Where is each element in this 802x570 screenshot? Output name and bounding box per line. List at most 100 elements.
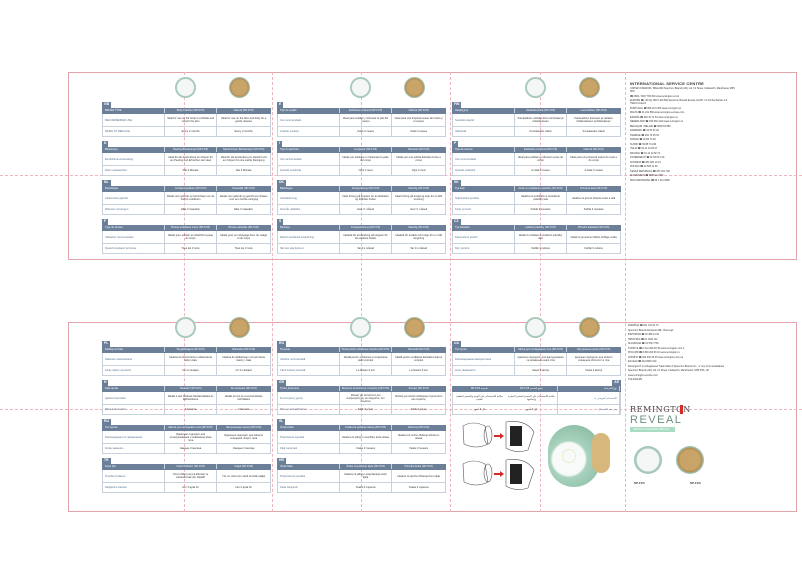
service-contact-line: SLOVENIJA ☎ 01 530 7760 bbox=[628, 342, 659, 345]
cell-value: Idéale pour exfolier et rafraîchir la pe… bbox=[165, 231, 218, 243]
cell-value: Ideální k exfoliaci a osvěžení pokožky t… bbox=[515, 231, 568, 243]
brush-info-table-cz: CZ Typ kartáčku Leštění pokožky (SP-FC5) Př… bbox=[452, 219, 621, 254]
service-contact-line: SVERIGE ☎ 020 79 39 54 bbox=[630, 133, 659, 137]
header-cell: Φυσική (SP-FC6) bbox=[408, 387, 429, 390]
cell-value: Ideális a test bőrének hámlasztására és … bbox=[165, 392, 218, 404]
row-label: Doporučené použití bbox=[453, 231, 515, 243]
table-row: Cuándo sustituir Cada 3 meses Cada 3 meses bbox=[277, 127, 446, 137]
language-code-badge: CZ bbox=[452, 219, 461, 225]
cell-value: Идеально подходит для мягкого очищения л… bbox=[224, 434, 264, 440]
table-header-row: Typ kartáčku Leštění pokožky (SP-FC5) Přír… bbox=[452, 225, 621, 231]
table-header-row: Tipo de escova Esfoliante corporal (SP-FC… bbox=[452, 147, 621, 153]
cell-value: Ideale per una pulizia delicata di viso … bbox=[396, 156, 441, 162]
header-cell: ملمع الجسم SP-FC5 bbox=[506, 386, 559, 391]
product-tagline: GENTLE CLEANSING BRUSH bbox=[630, 427, 675, 432]
language-code-badge: UA bbox=[452, 341, 461, 347]
header-cell: Kropspolering (SP-FC5) bbox=[340, 186, 393, 191]
cell-value: Hver 3. måned bbox=[410, 208, 428, 211]
brush-info-table-ae: AE نوع الفرشاة ملمع الجسم SP-FC5 طبيعية SP-… bbox=[452, 380, 621, 415]
row-label: Коли замінювати bbox=[453, 366, 515, 375]
row-label: Πότε να αντικαθίσταται bbox=[278, 405, 340, 414]
table-row: الاستخدام الموصى به مثالية للاستخدام على … bbox=[452, 392, 621, 405]
cell-value: Co 3 miesiące bbox=[165, 366, 218, 375]
header-cell: Leštění pokožky (SP-FC5) bbox=[515, 225, 568, 230]
table-row: Utilisation recommandée Idéale pour exfol… bbox=[102, 231, 271, 244]
row-label: När den ska bytas ut bbox=[278, 244, 340, 253]
table-row: Önerilen Kullanım Vücut cildini pul pul d… bbox=[102, 470, 271, 483]
language-code-badge: PL bbox=[102, 341, 111, 347]
cell-value: Ideal for use on the face and body for a… bbox=[221, 117, 267, 123]
table-row: Değiştirme Zamanı Her 3 ayda bir Her 3 ayd… bbox=[102, 483, 271, 493]
service-contact-line: SCHWEIZ ☎ 081 925 10 14 bbox=[630, 160, 661, 164]
table-header-row: Harjatyyppi Vartalokuorinta (SP-FC5) Luonn… bbox=[452, 108, 621, 114]
header-cell: Naravna (SP-FC6) bbox=[407, 426, 430, 429]
row-label: Mikor kell cserélni bbox=[103, 405, 165, 414]
language-code-badge: D bbox=[102, 141, 109, 147]
service-contact-line: NEDERLAND ☎ 030 630 1110 www.remington.n… bbox=[630, 120, 683, 123]
cell-value: A cada 3 meses bbox=[515, 166, 568, 175]
cell-value: Ideal para exfoliar y refrescar la piel … bbox=[340, 114, 393, 126]
row-label: Kedy vymeniť bbox=[453, 205, 515, 214]
header-cell: Vücut Parlatıcı (SP-FC5) bbox=[165, 464, 218, 469]
header-cell: نوع الفرشاة bbox=[558, 386, 620, 391]
service-contact-line: www.remington-europe.com bbox=[628, 373, 658, 377]
cell-value: Vsake 3 mesece bbox=[409, 447, 429, 450]
table-header-row: Rodzaj szczotki Wygładzająca (SP-FC5) Natu… bbox=[102, 347, 271, 353]
table-header-row: Тип щетки Щетка для полировки тела (SP-FC… bbox=[102, 425, 271, 431]
fold-line bbox=[361, 72, 362, 512]
row-label: Kdy vyměnit bbox=[453, 244, 515, 253]
brush-info-table-ro: RO Tip perie Perie pentru exfolierea corpu… bbox=[277, 341, 446, 376]
fold-line bbox=[625, 72, 626, 512]
brush-info-table-sl: SL Vrsta krtače Krtača za poliranje telesa… bbox=[277, 419, 446, 454]
cell-value: Idealna za pilling i osvježavanje kože t… bbox=[340, 470, 393, 482]
brush-info-table-s: S Borsttyp Kroppspolering (SP-FC5) Naturlig… bbox=[277, 219, 446, 254]
header-cell: Harjatyyppi bbox=[453, 108, 515, 113]
table-row: Uso raccomandato Ideale per esfoliare e r… bbox=[277, 153, 446, 166]
cell-value: Idealna za nežno čiščenje obraza in tele… bbox=[398, 434, 440, 440]
cell-value: Ideel til brug på ansigt og krop for en … bbox=[395, 195, 443, 201]
table-header-row: Vrsta krtače Krtača za poliranje telesa (… bbox=[277, 425, 446, 431]
header-cell: Kroppspolering (SP-FC5) bbox=[340, 225, 393, 230]
language-code-badge: H bbox=[102, 380, 109, 386]
header-cell: Luonnollinen (SP-FC6) bbox=[580, 109, 607, 112]
row-label: Preporučena uporaba bbox=[278, 470, 340, 482]
cell-value: Ideaal voor gebruik op het lichaam om de… bbox=[165, 192, 218, 204]
language-code-badge: E bbox=[277, 102, 284, 108]
device-bristles bbox=[592, 433, 610, 473]
header-cell: Натуральная щетка (SP-FC6) bbox=[225, 426, 262, 429]
cell-value: A cada 3 meses bbox=[584, 169, 603, 172]
brush-info-table-pl: PL Rodzaj szczotki Wygładzająca (SP-FC5) Na… bbox=[102, 341, 271, 376]
cell-value: Ideálna na exfoliáciu a osvieženie pokož… bbox=[515, 192, 568, 204]
cell-value: Var 3:e månad bbox=[340, 244, 393, 253]
table-row: Suositeltu käyttö Ihanteellinen vartalon … bbox=[452, 114, 621, 127]
row-label: Συνιστώμενη χρήση bbox=[278, 392, 340, 404]
table-row: Vaihtoväli 3 kuukauden välein 3 kuukauden … bbox=[452, 127, 621, 137]
header-cell: Brosse exfoliante corps (SP-FC5) bbox=[165, 225, 218, 230]
table-row: Zalecane zastosowanie Idealna do złuszcza… bbox=[102, 353, 271, 366]
row-label: Kiedy należy wymienić bbox=[103, 366, 165, 375]
table-row: Aanbevolen gebruik Ideaal voor gebruik op… bbox=[102, 192, 271, 205]
brush-info-table-h: H Kefe típusa Testradír (SP-FC5) Természete… bbox=[102, 380, 271, 415]
fold-line bbox=[540, 72, 541, 512]
table-row: متى يتم الاستبدال كل 3 أشهر كل 3 أشهر bbox=[452, 405, 621, 415]
brush-head-image-white bbox=[350, 77, 371, 98]
table-row: Kiedy należy wymienić Co 3 miesiące Co 3 m… bbox=[102, 366, 271, 376]
cell-value: Vücut cildini pul pul dökmek ve canlandı… bbox=[165, 470, 218, 482]
row-label: Priporočena uporaba bbox=[278, 431, 340, 443]
model-label: SP-FC5 bbox=[634, 481, 645, 485]
bottom-page-panel bbox=[68, 322, 797, 512]
header-cell: Doğal (SP-FC6) bbox=[234, 465, 253, 468]
table-row: Συνιστώμενη χρήση Ιδανική για απολέπιση κ… bbox=[277, 392, 446, 405]
language-code-badge: RU bbox=[102, 419, 111, 425]
cell-value: Ideálna na jemné čistenie tváre a tela bbox=[572, 196, 616, 200]
cell-value: Yüz ve vücut için nazik temizlik sağlar bbox=[221, 474, 266, 478]
table-row: Wanneer vervangen Elke 3 maanden Elke 3 ma… bbox=[102, 205, 271, 215]
row-label: Когда заменять bbox=[103, 444, 165, 453]
cell-value: Ідеально підходить для відлущування та о… bbox=[515, 353, 568, 365]
language-code-badge: SK bbox=[452, 180, 461, 186]
header-cell: Τύπος βούρτσας bbox=[278, 386, 340, 391]
table-row: Πότε να αντικαθίσταται Κάθε 3 μήνες Κάθε 3… bbox=[277, 405, 446, 415]
cell-value: Ideal für die Anwendung im Gesicht und a… bbox=[220, 156, 267, 162]
table-row: Anbefalet brug Ideel til brug på kroppen … bbox=[277, 192, 446, 205]
cell-value: Κάθε 3 μήνες bbox=[411, 408, 427, 411]
